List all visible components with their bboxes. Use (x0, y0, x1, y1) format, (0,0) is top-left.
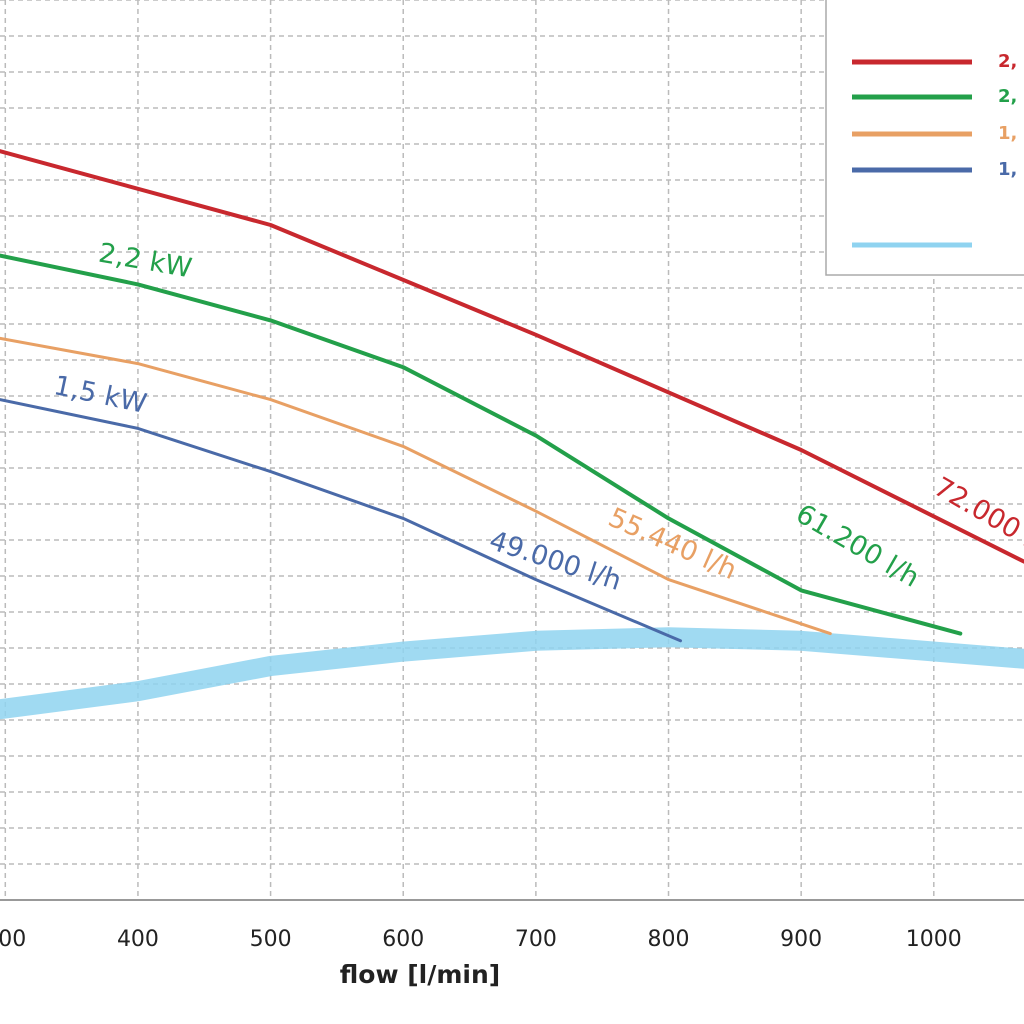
x-tick-label: 400 (117, 927, 159, 952)
x-tick-label: 500 (250, 927, 292, 952)
series-line (0, 253, 963, 636)
x-tick-label: 700 (515, 927, 557, 952)
legend-label: 1, (998, 159, 1017, 180)
x-tick-label: 300 (0, 927, 26, 952)
series-line (0, 336, 832, 636)
curve-label: 49.000 l/h (485, 525, 625, 597)
x-tick-label: 1000 (906, 927, 962, 952)
legend-label: 1, (998, 123, 1017, 144)
legend-label: 2, (998, 51, 1017, 72)
x-tick-label: 800 (648, 927, 690, 952)
series-line (0, 627, 1024, 720)
legend-box (825, 0, 1024, 276)
series-line (0, 398, 682, 643)
curve-label: 55.440 l/h (604, 502, 742, 586)
curve-label: 61.200 l/h (791, 499, 925, 594)
legend-label: 2, (998, 86, 1017, 107)
x-tick-label: 900 (780, 927, 822, 952)
series-line (0, 149, 1024, 564)
x-tick-label: 600 (382, 927, 424, 952)
x-axis-label: flow [l/min] (340, 960, 500, 989)
